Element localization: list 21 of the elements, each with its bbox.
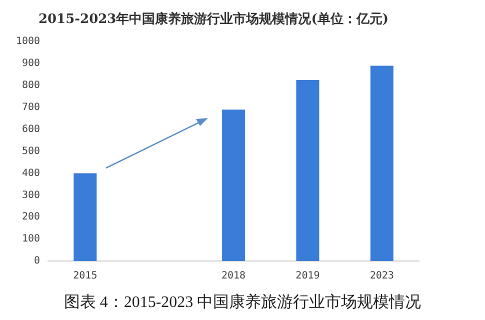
y-tick-label: 100 [22,234,40,245]
text: 图表 4：2015-2023 中国康养旅游行业市场规模情况 [62,292,422,313]
x-tick-label: 2019 [296,270,320,282]
bar [74,173,97,261]
y-tick-label: 1000 [16,36,40,48]
y-tick-label: 900 [22,58,40,70]
y-tick-label: 600 [22,124,40,135]
x-tick-label: 2023 [370,270,394,282]
bar [370,66,394,261]
y-tick-label: 200 [22,212,40,223]
x-tick-label: 2018 [221,270,246,282]
y-tick-label: 500 [22,146,40,157]
y-tick-label: 300 [22,190,40,201]
bar [296,80,320,261]
x-tick-label: 2015 [73,270,98,282]
y-tick-label: 800 [22,80,40,92]
bar [222,110,246,261]
y-tick-label: 700 [22,102,40,114]
y-tick-label: 400 [22,168,40,179]
y-tick-label: 0 [34,256,40,267]
chart-title: 2015-2023年中国康养旅游行业市场规模情况(单位：亿元) [38,11,389,28]
